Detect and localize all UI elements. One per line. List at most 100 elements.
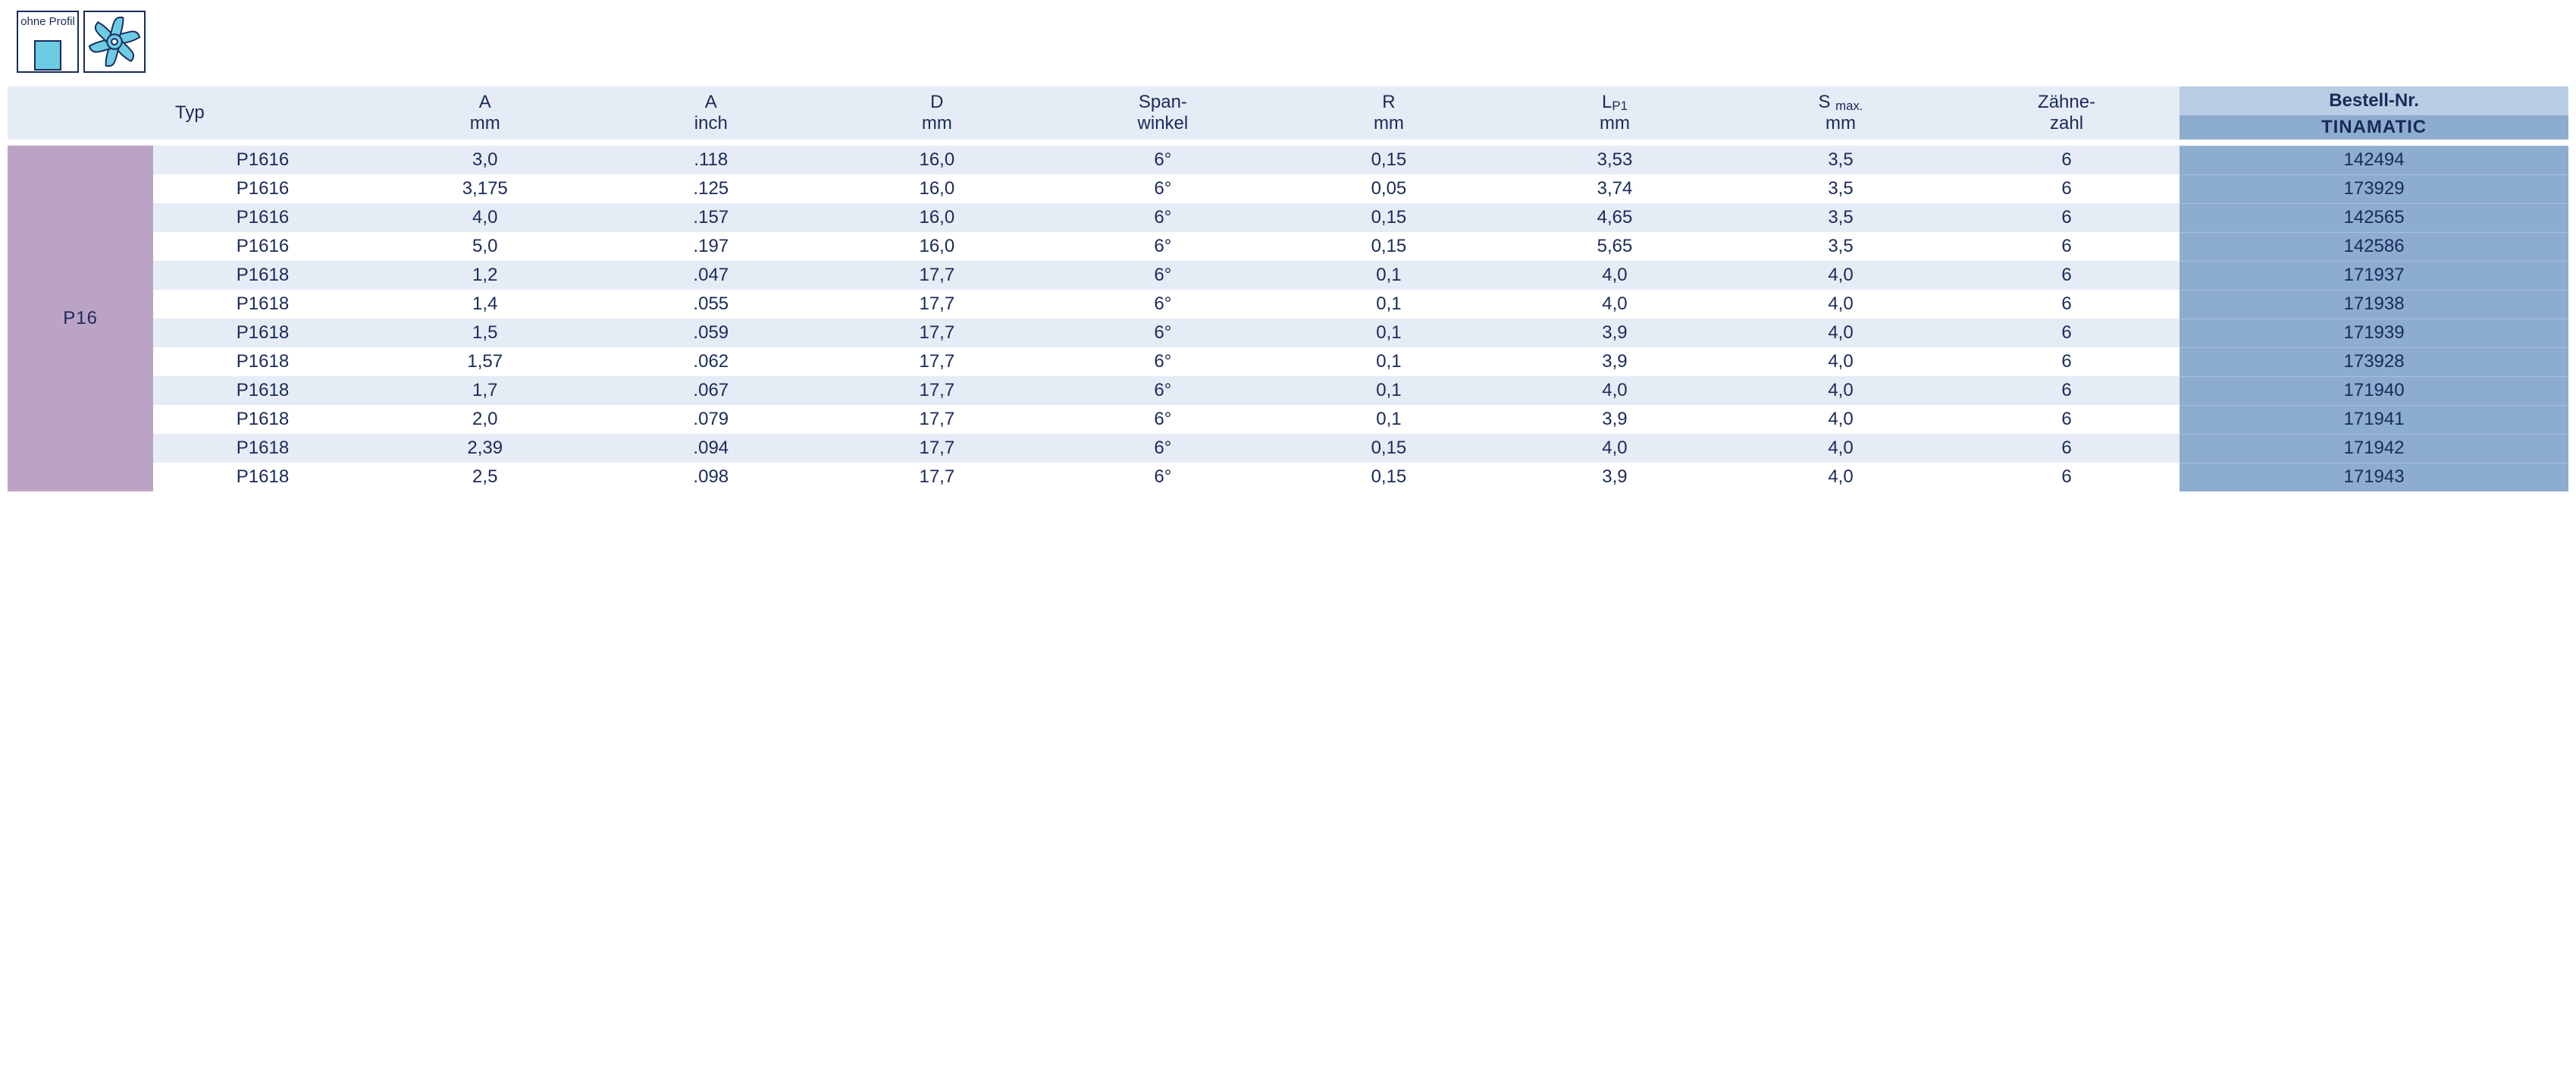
cell-lp1: 5,65 <box>1502 232 1728 261</box>
hdr-zaehne: Zähne- zahl <box>1954 86 2180 140</box>
hdr-lp1-sym: L <box>1602 92 1612 112</box>
no-profile-icon: ohne Profil <box>17 11 79 73</box>
cell-lp1: 3,74 <box>1502 174 1728 203</box>
cell-r: 0,1 <box>1276 347 1502 376</box>
cell-smax: 3,5 <box>1728 232 1954 261</box>
cell-d: 17,7 <box>824 347 1050 376</box>
hdr-a-in-2: inch <box>598 113 824 134</box>
hdr-order-sub-label: TINAMATIC <box>2321 117 2427 137</box>
cell-spanwinkel: 6° <box>1050 347 1276 376</box>
cell-order-number: 171938 <box>2180 290 2568 319</box>
cell-a-inch: .098 <box>598 463 824 491</box>
cell-r: 0,15 <box>1276 232 1502 261</box>
cell-a-mm: 3,0 <box>372 146 598 174</box>
hdr-a-in-1: A <box>598 92 824 113</box>
cell-a-inch: .062 <box>598 347 824 376</box>
hdr-d-2: mm <box>824 113 1050 134</box>
hdr-spanwinkel: Span- winkel <box>1050 86 1276 140</box>
cell-a-mm: 1,5 <box>372 319 598 347</box>
cell-a-inch: .067 <box>598 376 824 405</box>
cell-smax: 4,0 <box>1728 347 1954 376</box>
cell-lp1: 4,0 <box>1502 434 1728 463</box>
cell-zaehne: 6 <box>1954 434 2180 463</box>
hdr-order-label: Bestell-Nr. <box>2329 90 2419 111</box>
hdr-z-1: Zähne- <box>1954 92 2180 113</box>
cell-lp1: 3,9 <box>1502 347 1728 376</box>
table-row: P16181,7.06717,76°0,14,04,06171940 <box>8 376 2568 405</box>
table-header: Typ A mm A inch D mm Span- winkel <box>8 86 2568 140</box>
table-row: P16182,5.09817,76°0,153,94,06171943 <box>8 463 2568 491</box>
cell-zaehne: 6 <box>1954 261 2180 290</box>
cell-a-mm: 2,39 <box>372 434 598 463</box>
cell-d: 17,7 <box>824 376 1050 405</box>
cell-a-inch: .079 <box>598 405 824 434</box>
cell-a-inch: .125 <box>598 174 824 203</box>
cell-lp1: 4,0 <box>1502 376 1728 405</box>
hdr-d-1: D <box>824 92 1050 113</box>
cell-spanwinkel: 6° <box>1050 290 1276 319</box>
cell-typ: P1616 <box>153 232 371 261</box>
table-row: P16P16163,0.11816,06°0,153,533,56142494 <box>8 146 2568 174</box>
hdr-r-2: mm <box>1276 113 1502 134</box>
table-row: P16164,0.15716,06°0,154,653,56142565 <box>8 203 2568 232</box>
cell-spanwinkel: 6° <box>1050 232 1276 261</box>
cell-r: 0,05 <box>1276 174 1502 203</box>
cell-order-number: 171942 <box>2180 434 2568 463</box>
cell-spanwinkel: 6° <box>1050 319 1276 347</box>
hdr-a-mm: A mm <box>372 86 598 140</box>
cell-d: 17,7 <box>824 319 1050 347</box>
page: ohne Profil <box>0 0 2576 507</box>
cell-order-number: 173928 <box>2180 347 2568 376</box>
cell-smax: 4,0 <box>1728 463 1954 491</box>
cell-smax: 4,0 <box>1728 376 1954 405</box>
hdr-lp1-1: LP1 <box>1502 92 1728 113</box>
hdr-a-inch: A inch <box>598 86 824 140</box>
cell-smax: 4,0 <box>1728 405 1954 434</box>
cell-spanwinkel: 6° <box>1050 203 1276 232</box>
table-row: P16182,39.09417,76°0,154,04,06171942 <box>8 434 2568 463</box>
hdr-typ: Typ <box>8 86 372 140</box>
table-body: P16P16163,0.11816,06°0,153,533,56142494 P… <box>8 140 2568 491</box>
cell-a-mm: 1,57 <box>372 347 598 376</box>
cell-spanwinkel: 6° <box>1050 405 1276 434</box>
cell-smax: 3,5 <box>1728 203 1954 232</box>
cell-d: 17,7 <box>824 405 1050 434</box>
cell-order-number: 142494 <box>2180 146 2568 174</box>
cell-spanwinkel: 6° <box>1050 463 1276 491</box>
cell-order-number: 142586 <box>2180 232 2568 261</box>
cell-typ: P1618 <box>153 463 371 491</box>
cell-d: 16,0 <box>824 174 1050 203</box>
cell-a-inch: .157 <box>598 203 824 232</box>
table-row: P16181,4.05517,76°0,14,04,06171938 <box>8 290 2568 319</box>
cell-lp1: 4,65 <box>1502 203 1728 232</box>
cell-typ: P1618 <box>153 434 371 463</box>
cell-d: 16,0 <box>824 232 1050 261</box>
cell-lp1: 4,0 <box>1502 261 1728 290</box>
cell-spanwinkel: 6° <box>1050 261 1276 290</box>
milling-cutter-icon <box>85 12 144 71</box>
cell-order-number: 142565 <box>2180 203 2568 232</box>
cell-r: 0,1 <box>1276 261 1502 290</box>
cell-zaehne: 6 <box>1954 405 2180 434</box>
cell-lp1: 3,53 <box>1502 146 1728 174</box>
cell-r: 0,1 <box>1276 319 1502 347</box>
cell-r: 0,15 <box>1276 434 1502 463</box>
hdr-a-mm-2: mm <box>372 113 598 134</box>
cell-a-mm: 3,175 <box>372 174 598 203</box>
cell-a-mm: 1,4 <box>372 290 598 319</box>
cell-a-mm: 2,0 <box>372 405 598 434</box>
cell-order-number: 171937 <box>2180 261 2568 290</box>
cell-a-inch: .094 <box>598 434 824 463</box>
cell-zaehne: 6 <box>1954 174 2180 203</box>
hdr-lp1-2: mm <box>1502 113 1728 134</box>
cell-a-inch: .197 <box>598 232 824 261</box>
table-row: P16163,175.12516,06°0,053,743,56173929 <box>8 174 2568 203</box>
cell-d: 16,0 <box>824 146 1050 174</box>
hdr-a-mm-1: A <box>372 92 598 113</box>
hdr-lp1-sub: P1 <box>1612 99 1628 113</box>
hdr-span-2: winkel <box>1050 113 1276 134</box>
no-profile-label: ohne Profil <box>18 15 77 28</box>
hdr-r-1: R <box>1276 92 1502 113</box>
cell-r: 0,1 <box>1276 405 1502 434</box>
cell-zaehne: 6 <box>1954 463 2180 491</box>
